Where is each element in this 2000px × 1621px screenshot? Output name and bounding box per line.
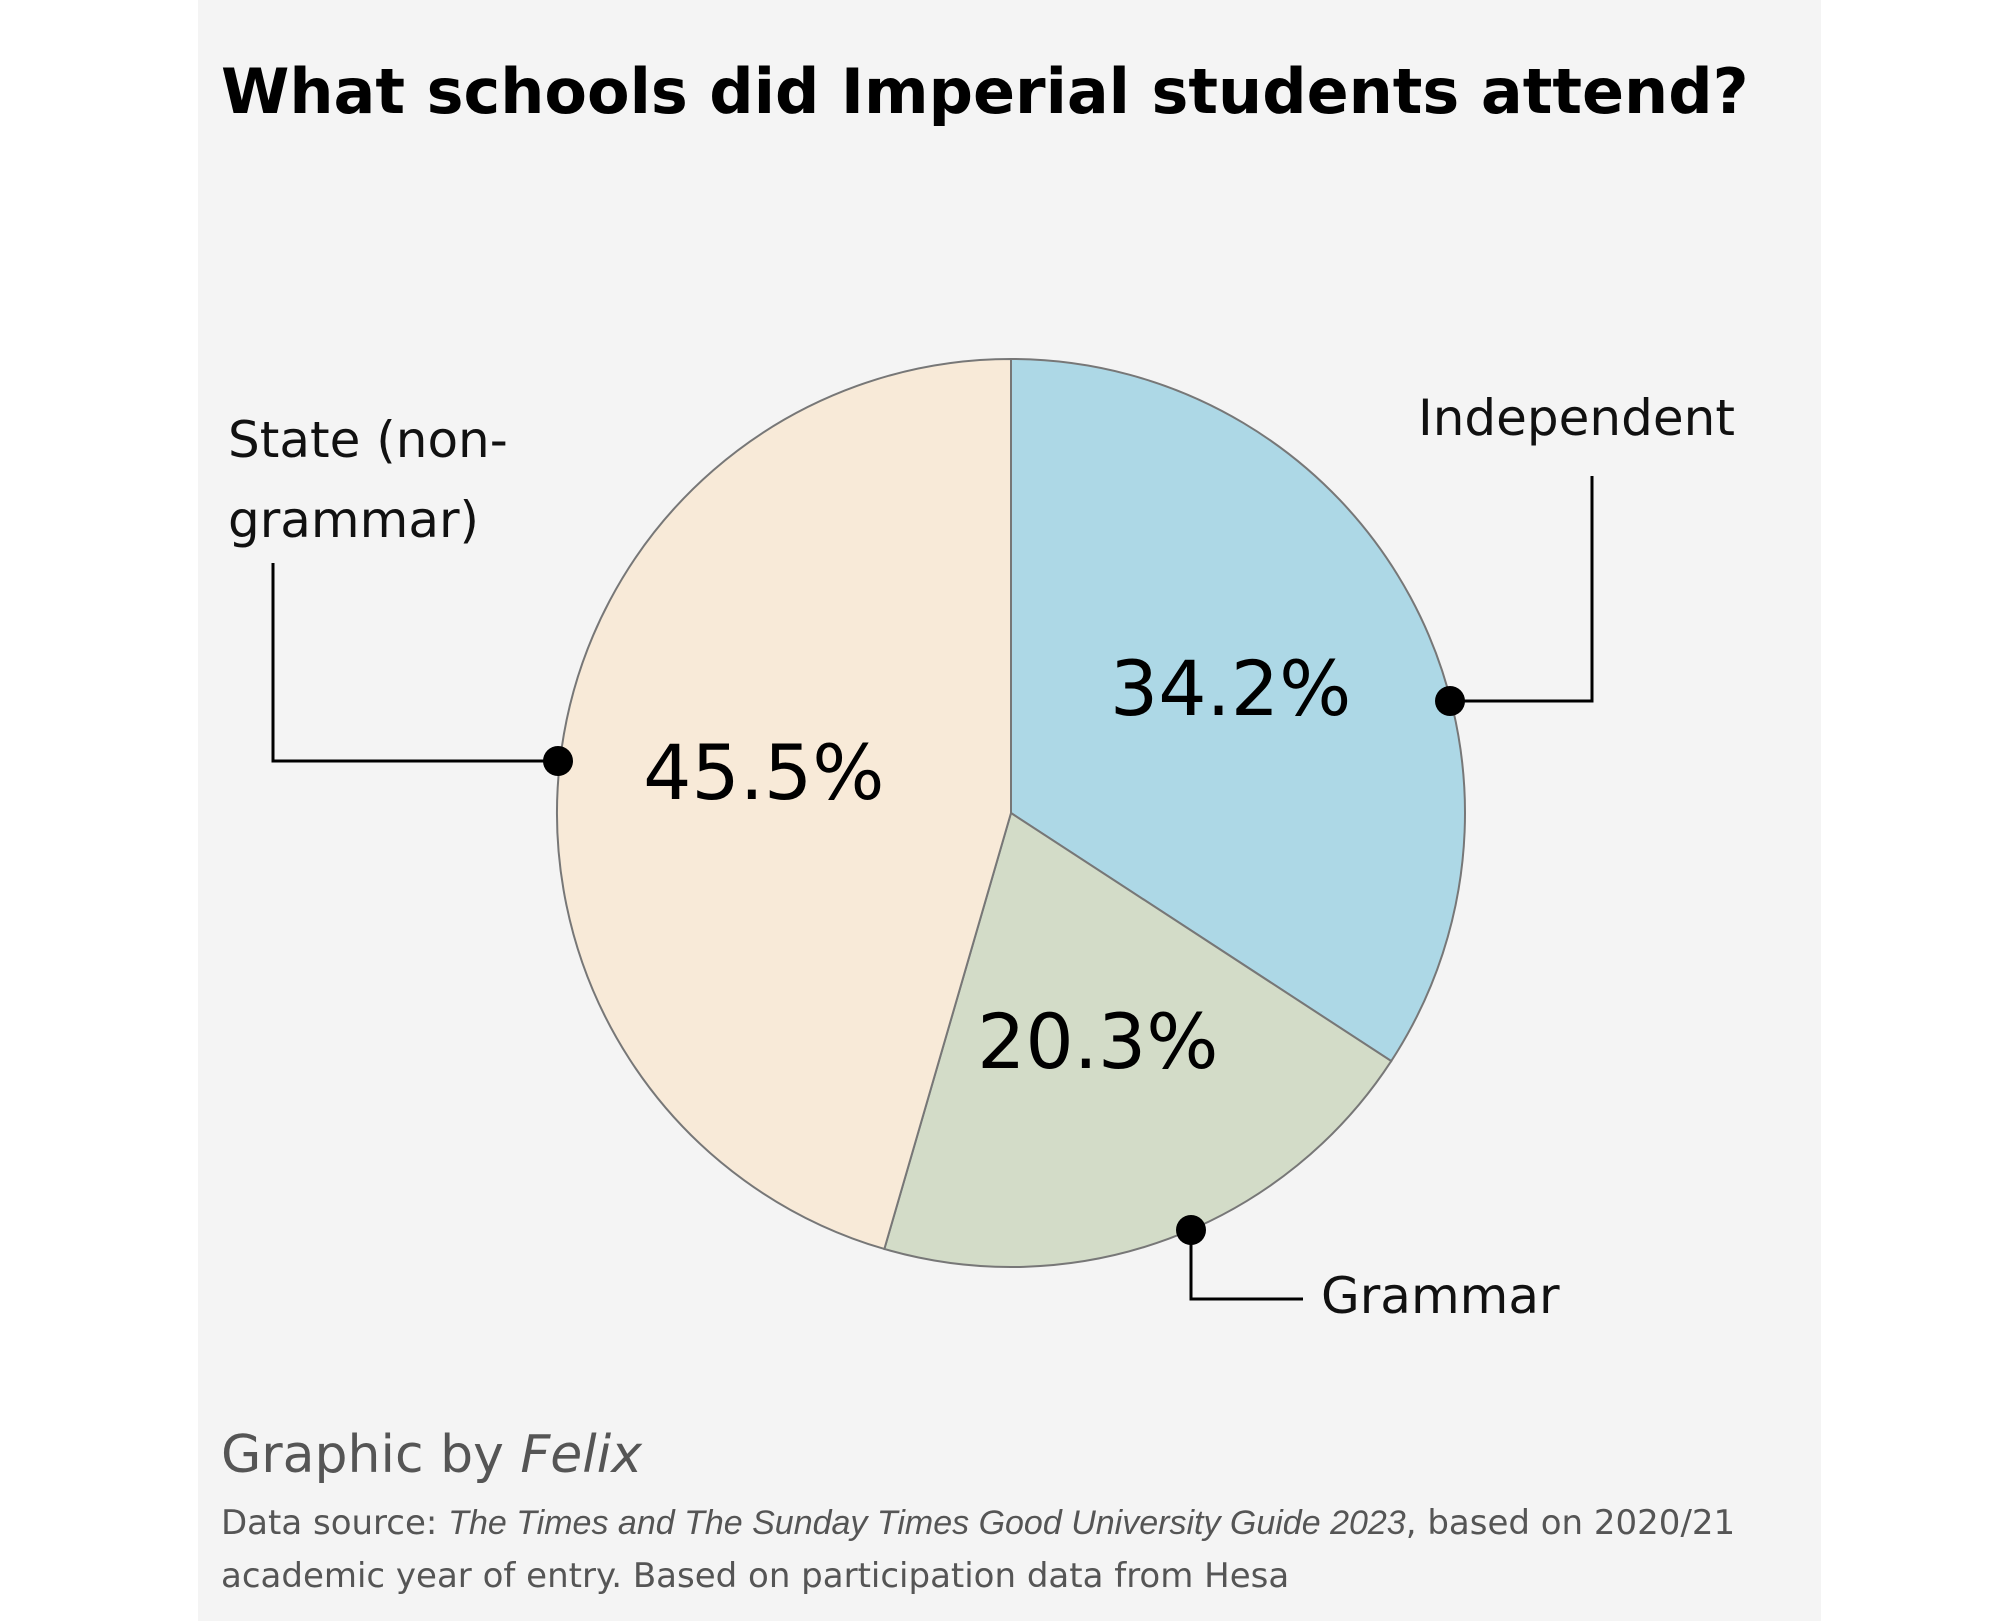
value-label: 45.5% (643, 728, 884, 817)
leader-line (271, 563, 558, 763)
slice-label: Grammar (1321, 1267, 1560, 1325)
pie-slice (883, 811, 1393, 1268)
leader-dot (1176, 1215, 1206, 1245)
credit-text: Graphic by (221, 1425, 504, 1485)
pie-slice (1010, 357, 1466, 1063)
source-suffix: , based on 2020/21 academic year of entr… (221, 1503, 1736, 1596)
credit: Graphic by Felix (221, 1425, 642, 1485)
chart-title: What schools did Imperial students atten… (221, 55, 1749, 128)
value-label: 20.3% (977, 997, 1218, 1086)
leader-dot (1435, 686, 1465, 716)
credit-name: Felix (520, 1425, 642, 1485)
source-title: The Times and The Sunday Times Good Univ… (448, 1504, 1406, 1542)
leaders (271, 476, 1594, 1301)
source: Data source: The Times and The Sunday Ti… (221, 1497, 1761, 1603)
value-label: 34.2% (1110, 644, 1351, 733)
leader-line (1450, 476, 1594, 703)
leader-dot (543, 746, 573, 776)
leader-line (1189, 1230, 1303, 1301)
source-prefix: Data source: (221, 1503, 438, 1543)
slice-label: Independent (1418, 389, 1735, 447)
slice-label: State (non-grammar) (228, 411, 508, 549)
